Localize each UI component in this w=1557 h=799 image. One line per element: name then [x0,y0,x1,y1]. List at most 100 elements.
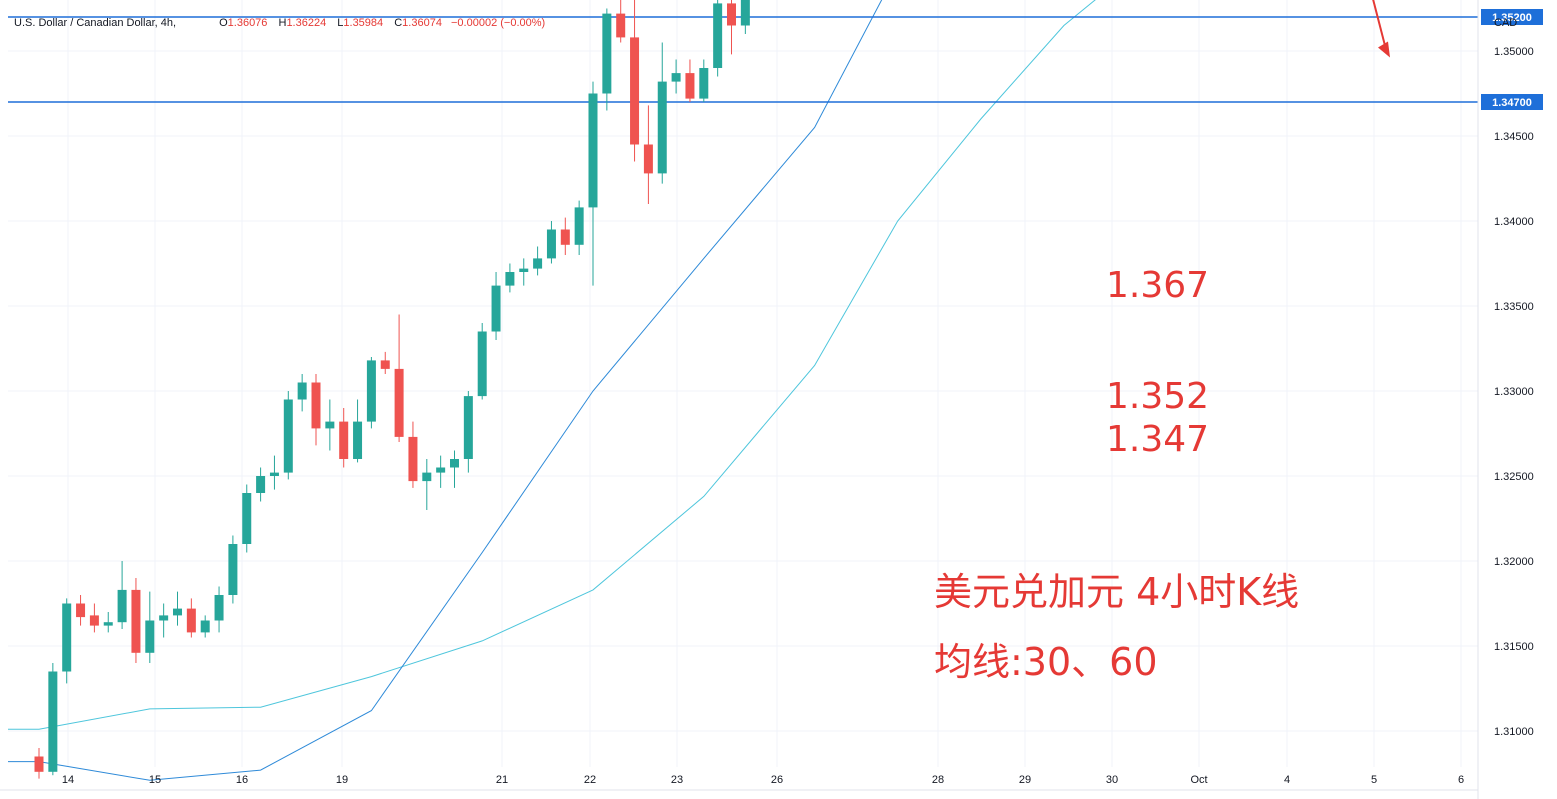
change-value: −0.00002 (−0.00%) [451,17,546,29]
price-tick-label: 1.35000 [1494,46,1534,58]
high-label: H [278,17,287,29]
price-tick-label: 1.34500 [1494,131,1534,143]
price-tick-label: 1.31000 [1494,726,1534,738]
low-value: 1.35984 [343,17,384,29]
time-tick-label: 4 [1284,774,1290,786]
candle-body [560,229,570,245]
candle-body [131,589,141,653]
candle-body [103,622,113,626]
candle-body [450,459,459,468]
candle-body [491,285,501,332]
candle-body [519,268,529,272]
candle-body [574,207,584,245]
low-label: L [337,17,344,29]
price-tick-label: 1.32000 [1494,556,1534,568]
ma60-layer [8,0,1096,730]
close-value: 1.36074 [402,17,442,29]
candle-body [62,603,72,672]
price-tick-label: 1.33500 [1494,301,1534,313]
candle-body [477,331,487,397]
candle-body [256,476,266,493]
candle-body [463,396,473,459]
candle-body [380,360,390,369]
level-price-tag-text: 1.35200 [1492,12,1532,24]
time-tick-label: 5 [1371,774,1377,786]
candle-body [76,603,86,618]
candle-body [436,467,446,473]
candle-body [630,37,640,145]
candle-body [89,615,99,626]
candle-body [34,756,44,772]
candle-body [242,493,252,544]
candle-body [311,382,321,429]
candle-body [602,13,612,94]
ma30-line [8,0,883,781]
time-tick-label: Oct [1190,774,1207,786]
candle-body [727,3,736,26]
level-price-tag [1481,9,1543,25]
annotation-1367: 1.367 [1106,265,1209,306]
candle-body [740,0,750,26]
time-tick-label: 29 [1019,774,1031,786]
time-tick-label: 22 [584,774,596,786]
time-tick-label: 16 [236,774,248,786]
candle-body [283,399,293,473]
candle-body [186,608,196,633]
candle-body [713,3,723,68]
candle-body [353,421,363,459]
candle-body [366,360,376,422]
currency-label: CAD [1494,17,1518,29]
time-tick-label: 15 [149,774,161,786]
price-tick-label: 1.31500 [1494,641,1534,653]
open-value: 1.36076 [227,17,268,29]
time-tick-label: 14 [62,774,74,786]
candle-body [408,436,418,482]
price-tick-label: 1.33000 [1494,386,1534,398]
projection-arrow-head [1378,41,1390,58]
candle-body [657,81,667,174]
time-tick-label: 28 [932,774,944,786]
candle-body [394,368,404,437]
candle-body [643,144,653,174]
candles-layer [34,0,750,779]
level-price-tag-text: 1.34700 [1492,97,1532,109]
level-price-tag [1481,94,1543,110]
candle-body [422,472,432,482]
high-value: 1.36224 [286,17,327,29]
grid [8,0,1478,767]
candle-body [546,229,556,259]
candle-body [685,73,695,99]
candle-body [505,272,515,286]
symbol-title[interactable]: U.S. Dollar / Canadian Dollar, 4h, [14,17,177,29]
ma30-layer [8,0,883,781]
candle-body [48,671,58,772]
close-label: C [394,17,403,29]
candle-body [159,615,169,621]
candle-body [145,620,155,653]
price-tick-label: 1.32500 [1494,471,1534,483]
candle-body [269,472,279,476]
candle-body [325,421,335,429]
candle-body [588,93,598,208]
candle-body [699,68,709,99]
candle-body [173,608,182,616]
candle-body [339,421,349,459]
legend: U.S. Dollar / Canadian Dollar, 4h, O1.36… [14,17,545,29]
time-tick-label: 30 [1106,774,1118,786]
time-tick-label: 23 [671,774,683,786]
time-tick-label: 21 [496,774,508,786]
candle-body [533,258,543,269]
annotation-1347: 1.347 [1106,419,1209,460]
candle-body [616,13,626,38]
candle-body [214,595,224,621]
candle-body [200,620,210,633]
price-tick-label: 1.34000 [1494,216,1534,228]
candle-body [297,382,307,400]
annotation-1352: 1.352 [1106,376,1209,417]
time-tick-label: 26 [771,774,783,786]
time-tick-label: 6 [1458,774,1464,786]
